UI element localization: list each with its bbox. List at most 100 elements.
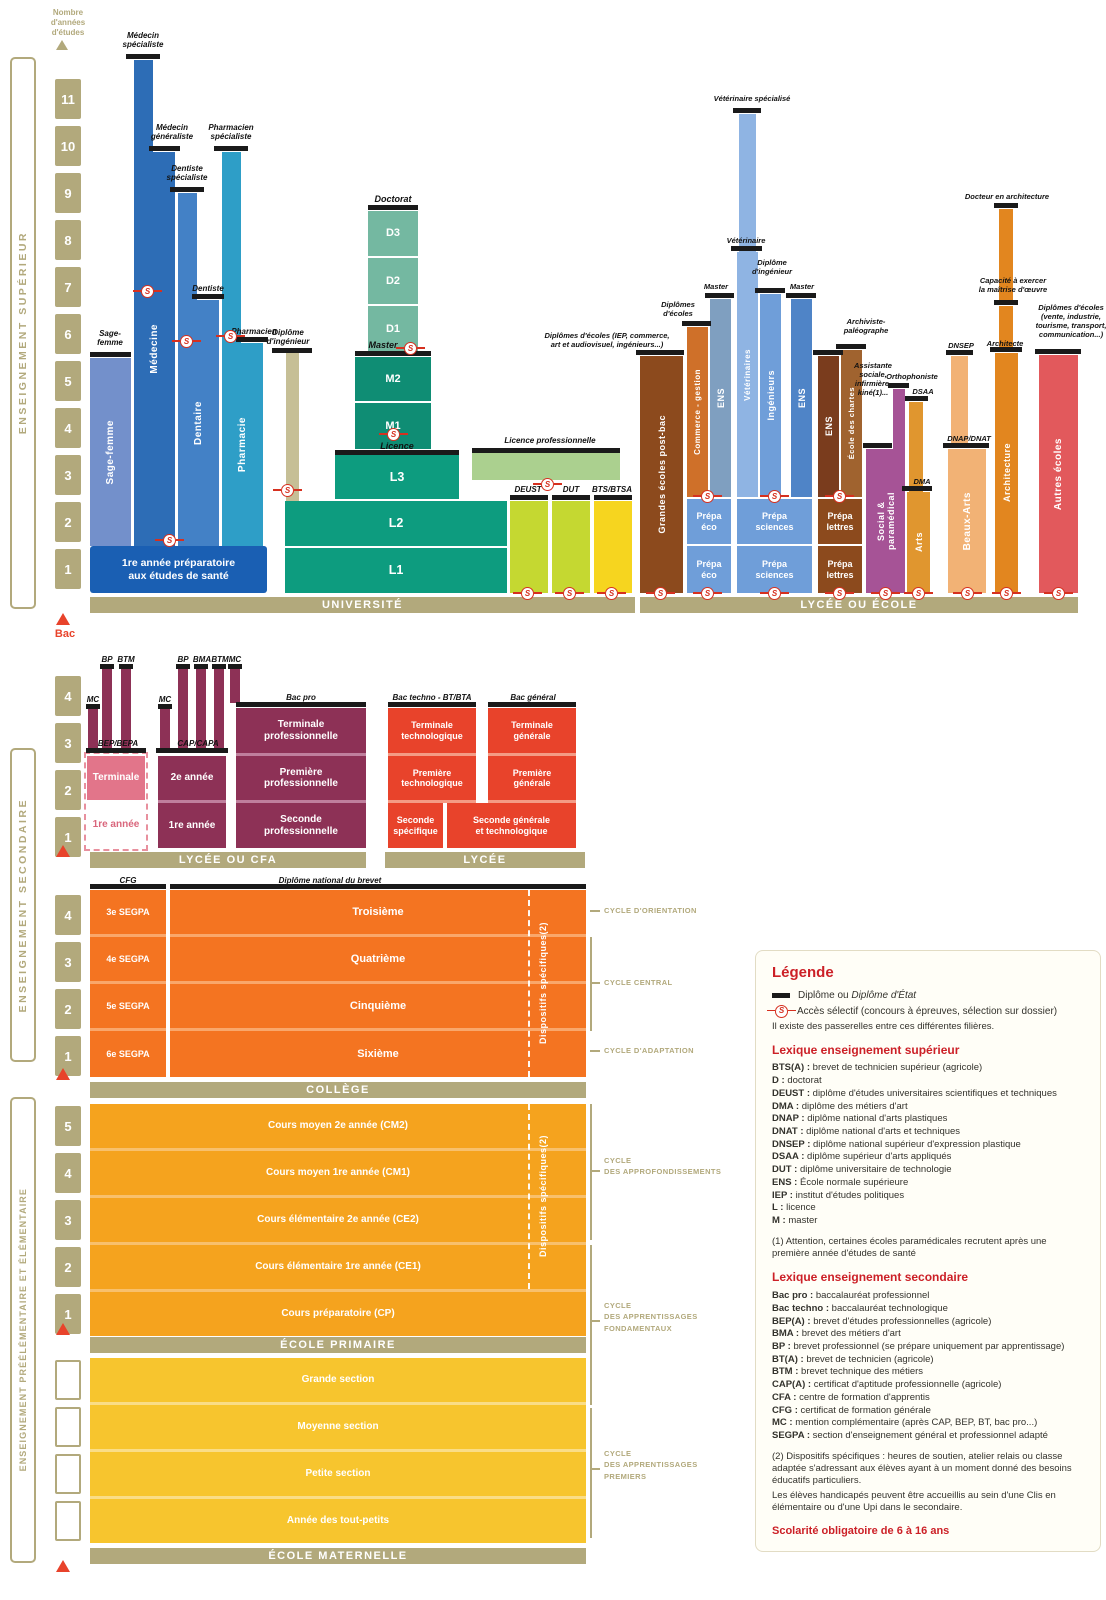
label-bp: BP [101,655,113,664]
legend-access-text: Accès sélectif (concours à épreuves, sél… [797,1005,1058,1017]
lexicon-term: DEUST [772,1088,813,1099]
lexicon-definition: centre de formation d'apprentis [799,1391,930,1403]
diploma-bar [682,321,711,326]
lexicon-definition: section d'enseignement général et profes… [812,1429,1048,1441]
cycle-fondamentaux-label: CYCLE DES APPRENTISSAGES FONDAMENTAUX [604,1301,698,1333]
label-mc: MC [86,695,100,704]
year-box: 10 [55,126,81,166]
year-box-empty [55,1454,81,1494]
diploma-bar [236,337,268,342]
cell-terminale-pro: Terminale professionnelle [236,708,366,756]
column-label: Vétérinaires [743,348,752,401]
column-mc [88,709,98,749]
label-brevet: Diplôme national du brevet [278,876,382,885]
diploma-bar [786,293,816,298]
column-dentiste-specialiste [178,193,197,300]
year-box: 4 [55,1153,81,1193]
column-btm [214,669,224,749]
bac-label: Bac [54,628,76,640]
lexicon-entry: DEUSTdiplôme d'études universitaires sci… [772,1088,1084,1101]
lexicon-term: DMA [772,1101,802,1112]
lexicon-definition: baccalauréat technologique [831,1302,948,1314]
year-box: 7 [55,267,81,307]
selective-access-icon: S [767,1004,796,1018]
legend-diploma-row: Diplôme ou Diplôme d'État [772,989,1084,1002]
dashed-divider [528,890,530,1077]
lexicon-definition: diplôme des métiers d'art [801,1100,908,1112]
label-deust: DEUST [514,485,542,494]
label-dnap-dnat: DNAP/DNAT [947,434,991,443]
cell-premiere-annee-sante: 1re année préparatoire aux études de san… [90,546,267,593]
label-assistante-sociale: Assistante sociale, infirmière, kiné(1).… [854,361,892,397]
column-label: Dentaire [193,400,204,445]
column-sage-femme: Sage-femme [90,358,131,546]
cell-prepa-eco: Prépa éco [687,499,731,544]
cycle-bracket-line [590,1320,600,1322]
selective-access-icon: S [133,285,162,298]
lexicon-term: CFG [772,1405,801,1416]
label-bac-general: Bac général [510,693,556,702]
cell-prepa-lettres: Prépa lettres [818,546,862,593]
column-dnsep [951,356,968,443]
column-bts [594,501,632,593]
cycle-bracket-line [590,982,600,984]
lexicon-term: D [772,1075,787,1086]
cell-seconde-pro: Seconde professionnelle [236,803,366,848]
lexicon-definition: certificat d'aptitude professionnelle (a… [813,1379,1002,1391]
lexicon-entry: BT(A)brevet de technicien (agricole) [772,1354,1084,1367]
column-arts: Arts [907,492,930,593]
column-pharmacie: Pharmacie [222,343,263,546]
lexicon-term: DNAT [772,1126,806,1137]
label-dma: DMA [913,477,931,486]
year-box: 2 [55,502,81,542]
cycle-approfondissements-label: CYCLE DES APPROFONDISSEMENTS [604,1156,722,1177]
label-btm: BTM [117,655,135,664]
lexicon-definition: baccalauréat professionnel [815,1290,930,1302]
column-label: Autres écoles [1053,437,1064,511]
diploma-bar [594,495,632,500]
selective-access-icon: S [760,490,789,503]
cell-d3: D3 [368,211,418,256]
column-grandes-ecoles: Grandes écoles post-bac [640,356,683,593]
lexicon-term: BMA [772,1328,802,1339]
column-label: Arts [913,532,924,553]
diploma-bar [994,300,1018,305]
cell-petite-section: Petite section [90,1452,586,1499]
diploma-bar-icon [772,992,790,998]
scolarite-note: Scolarité obligatoire de 6 à 16 ans [772,1525,950,1538]
column-label: ENS [823,416,834,437]
bar-lycee: LYCÉE [385,852,585,868]
legend-diploma-text-1: Diplôme ou [798,989,852,1001]
label-mc: MC [228,655,242,664]
axis-title: Nombre d'années d'études [50,8,86,37]
diploma-bar [90,884,166,889]
diploma-bar [472,448,620,453]
cell-prepa-eco: Prépa éco [687,546,731,593]
cell-terminale-generale: Terminale générale [488,708,576,756]
diploma-bar [731,246,762,251]
year-box: 3 [55,1200,81,1240]
column-label: Médecine [149,324,160,374]
label-dsaa: DSAA [912,387,934,396]
lexicon-superieur-title: Lexique enseignement supérieur [772,1042,960,1057]
selective-access-icon: S [555,587,584,600]
lexicon-term: M [772,1215,788,1226]
dispositifs-specifiques-label: Dispositifs spécifiques(2) [532,890,554,1077]
selective-access-icon: S [992,587,1021,600]
diploma-bar [368,205,418,210]
diploma-bar [149,146,180,151]
column-dsaa [909,402,923,493]
legend-title: Légende [772,964,834,981]
cell-cap-1re-annee: 1re année [158,803,226,848]
label-bma: BMA [192,655,212,664]
label-dnsep: DNSEP [948,341,974,350]
lexicon-term: BT(A) [772,1354,806,1365]
year-box: 4 [55,408,81,448]
label-btm: BTM [211,655,229,664]
year-box: 1 [55,549,81,589]
cell-seconde-specifique: Seconde spécifique [388,803,443,848]
label-dentiste: Dentiste [192,284,224,293]
cell-l3: L3 [335,455,459,499]
cell-terminale-bep: Terminale [87,756,145,800]
